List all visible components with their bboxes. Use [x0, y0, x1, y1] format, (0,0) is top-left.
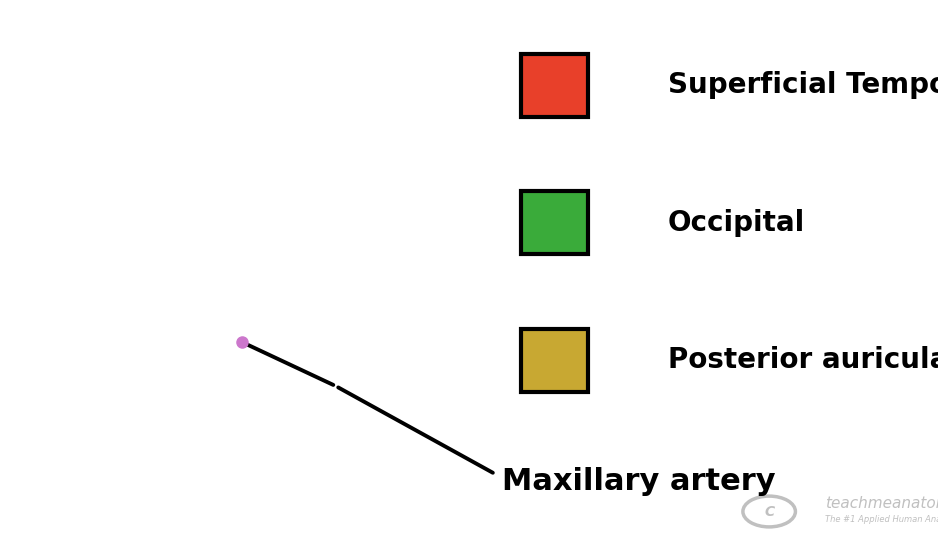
Bar: [521, 191, 588, 254]
Text: Occipital: Occipital: [668, 209, 805, 236]
Text: Posterior auricular: Posterior auricular: [668, 346, 938, 374]
Text: Maxillary artery: Maxillary artery: [502, 467, 776, 496]
Bar: [521, 54, 588, 117]
Bar: [521, 328, 588, 392]
Text: teachmeanatomy: teachmeanatomy: [825, 496, 938, 511]
Text: C: C: [764, 504, 774, 519]
Text: The #1 Applied Human Anatomy Site on the Web.: The #1 Applied Human Anatomy Site on the…: [825, 515, 938, 524]
Text: Superficial Temporal: Superficial Temporal: [668, 72, 938, 99]
